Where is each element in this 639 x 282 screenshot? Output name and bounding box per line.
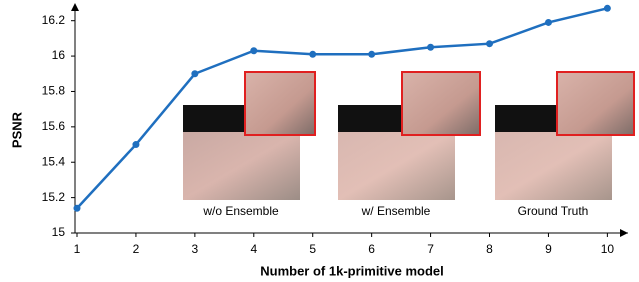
- point: [132, 141, 139, 148]
- zoom-box: [402, 72, 480, 135]
- x-tick-label: 3: [192, 242, 199, 256]
- y-tick-label: 15.8: [42, 84, 66, 98]
- y-tick-label: 16: [52, 48, 66, 62]
- annotation: w/o Ensemble: [202, 204, 279, 218]
- point: [604, 5, 611, 12]
- y-tick-label: 15.6: [42, 119, 66, 133]
- annotation: Ground Truth: [518, 204, 589, 218]
- inset-images: [183, 72, 634, 200]
- inset-image: [338, 132, 455, 200]
- y-axis-arrow: [71, 3, 79, 11]
- y-axis-title: PSNR: [9, 111, 24, 148]
- inset-image: [495, 132, 612, 200]
- y-tick-label: 15: [52, 225, 66, 239]
- inset-image: [183, 132, 300, 200]
- x-tick-label: 7: [427, 242, 434, 256]
- x-tick-label: 6: [368, 242, 375, 256]
- point: [309, 51, 316, 58]
- point: [368, 51, 375, 58]
- y-tick-label: 16.2: [42, 13, 66, 27]
- zoom-box: [557, 72, 634, 135]
- point: [427, 44, 434, 51]
- point: [191, 70, 198, 77]
- x-tick-label: 9: [545, 242, 552, 256]
- y-tick-label: 15.4: [42, 154, 66, 168]
- x-tick-label: 5: [309, 242, 316, 256]
- x-tick-label: 10: [601, 242, 615, 256]
- x-tick-label: 2: [133, 242, 140, 256]
- zoom-box: [245, 72, 315, 135]
- x-axis-arrow: [620, 229, 628, 237]
- x-tick-label: 4: [250, 242, 257, 256]
- point: [486, 40, 493, 47]
- y-tick-label: 15.2: [42, 190, 66, 204]
- point: [545, 19, 552, 26]
- point: [74, 205, 81, 212]
- annotation: w/ Ensemble: [361, 204, 431, 218]
- x-tick-label: 8: [486, 242, 493, 256]
- x-tick-label: 1: [74, 242, 81, 256]
- chart: PSNR Number of 1k-primitive model 1515.2…: [0, 0, 639, 282]
- point: [250, 47, 257, 54]
- x-axis-title: Number of 1k-primitive model: [260, 263, 443, 278]
